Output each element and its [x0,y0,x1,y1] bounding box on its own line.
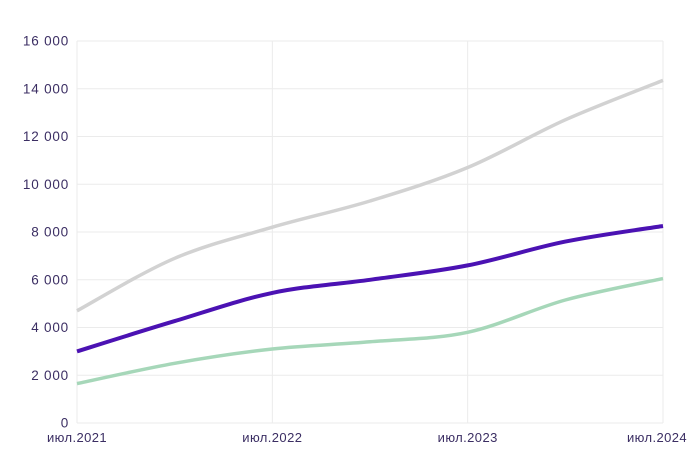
y-axis-tick-label: 2 000 [31,368,69,383]
x-axis-tick-label: июл.2022 [242,430,302,445]
y-axis-tick-label: 12 000 [23,129,69,144]
x-axis-tick-label: июл.2021 [47,430,107,445]
x-axis-tick-label: июл.2024 [627,430,687,445]
y-axis-tick-label: 0 [61,416,69,431]
series-line-green[interactable] [76,276,664,386]
series-line-purple[interactable] [76,224,664,354]
y-axis-tick-label: 8 000 [31,225,69,240]
y-axis-tick-label: 4 000 [31,320,69,335]
series-line-gray[interactable] [76,78,664,313]
y-axis-tick-label: 14 000 [23,81,69,96]
x-axis-tick-label: июл.2023 [438,430,498,445]
y-axis-tick-label: 6 000 [31,272,69,287]
y-axis-tick-label: 16 000 [23,34,69,49]
y-axis-tick-label: 10 000 [23,177,69,192]
